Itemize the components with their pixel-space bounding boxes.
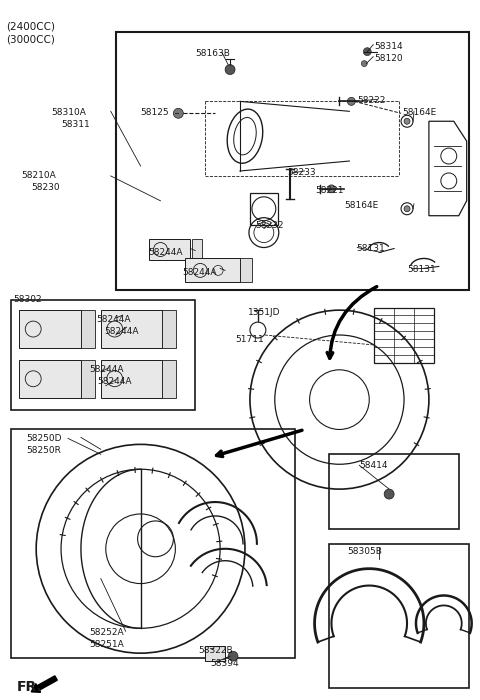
Bar [101,360,162,398]
Circle shape [404,118,410,124]
Text: 58210A: 58210A [21,171,56,180]
Text: 58252A: 58252A [89,629,123,637]
Circle shape [228,651,238,661]
Bar [205,646,225,661]
Circle shape [361,61,367,66]
Text: 58314: 58314 [374,42,403,50]
Bar [162,310,176,348]
Text: 58244A: 58244A [148,248,183,256]
Text: 58394: 58394 [210,659,239,668]
Bar [81,360,95,398]
Text: 58164E: 58164E [344,201,379,210]
Text: 58125: 58125 [141,108,169,118]
Circle shape [384,489,394,499]
Bar [12,430,295,658]
Bar [116,32,468,290]
Text: 58244A: 58244A [182,268,217,277]
Bar [12,300,195,410]
Bar [192,239,202,260]
Bar [101,310,162,348]
Text: 58163B: 58163B [195,49,230,57]
Text: 58232: 58232 [255,220,283,230]
Circle shape [348,97,355,106]
Text: 58244A: 58244A [97,377,132,386]
Text: 58221: 58221 [315,186,344,195]
Text: 1351JD: 1351JD [248,308,280,317]
Bar [250,193,278,225]
Bar [240,258,252,282]
Text: 58164E: 58164E [402,108,436,118]
Text: 58233: 58233 [288,168,316,177]
Circle shape [363,48,371,55]
Text: 58251A: 58251A [89,640,124,649]
Text: 58244A: 58244A [96,315,131,324]
Bar [19,310,81,348]
Bar [81,310,95,348]
Bar [162,360,176,398]
Text: 58244A: 58244A [89,365,123,374]
Text: 58244A: 58244A [104,327,138,336]
Bar [19,360,81,398]
Text: 51711: 51711 [235,335,264,344]
Text: 58310A: 58310A [51,108,86,118]
Text: 58222: 58222 [357,97,386,106]
Text: (3000CC): (3000CC) [6,35,55,45]
Text: 58120: 58120 [374,54,403,63]
Bar [185,258,240,282]
Text: 58131: 58131 [407,265,436,274]
Circle shape [173,108,183,118]
Text: 58250D: 58250D [26,435,62,443]
Text: 58131: 58131 [356,244,385,253]
Text: (2400CC): (2400CC) [6,22,55,32]
Text: 58305B: 58305B [348,547,382,556]
Circle shape [327,185,336,193]
Text: 58230: 58230 [31,183,60,192]
Text: FR.: FR. [16,680,42,694]
Text: 58414: 58414 [360,461,388,470]
Text: 58302: 58302 [13,295,42,304]
Circle shape [404,206,410,211]
Bar [329,454,459,529]
Text: 58322B: 58322B [198,646,233,655]
Bar [329,544,468,688]
Bar [374,308,434,363]
Circle shape [225,64,235,74]
Bar [148,239,190,260]
Text: 58311: 58311 [61,120,90,130]
FancyArrow shape [31,676,57,692]
Text: 58250R: 58250R [26,447,61,456]
